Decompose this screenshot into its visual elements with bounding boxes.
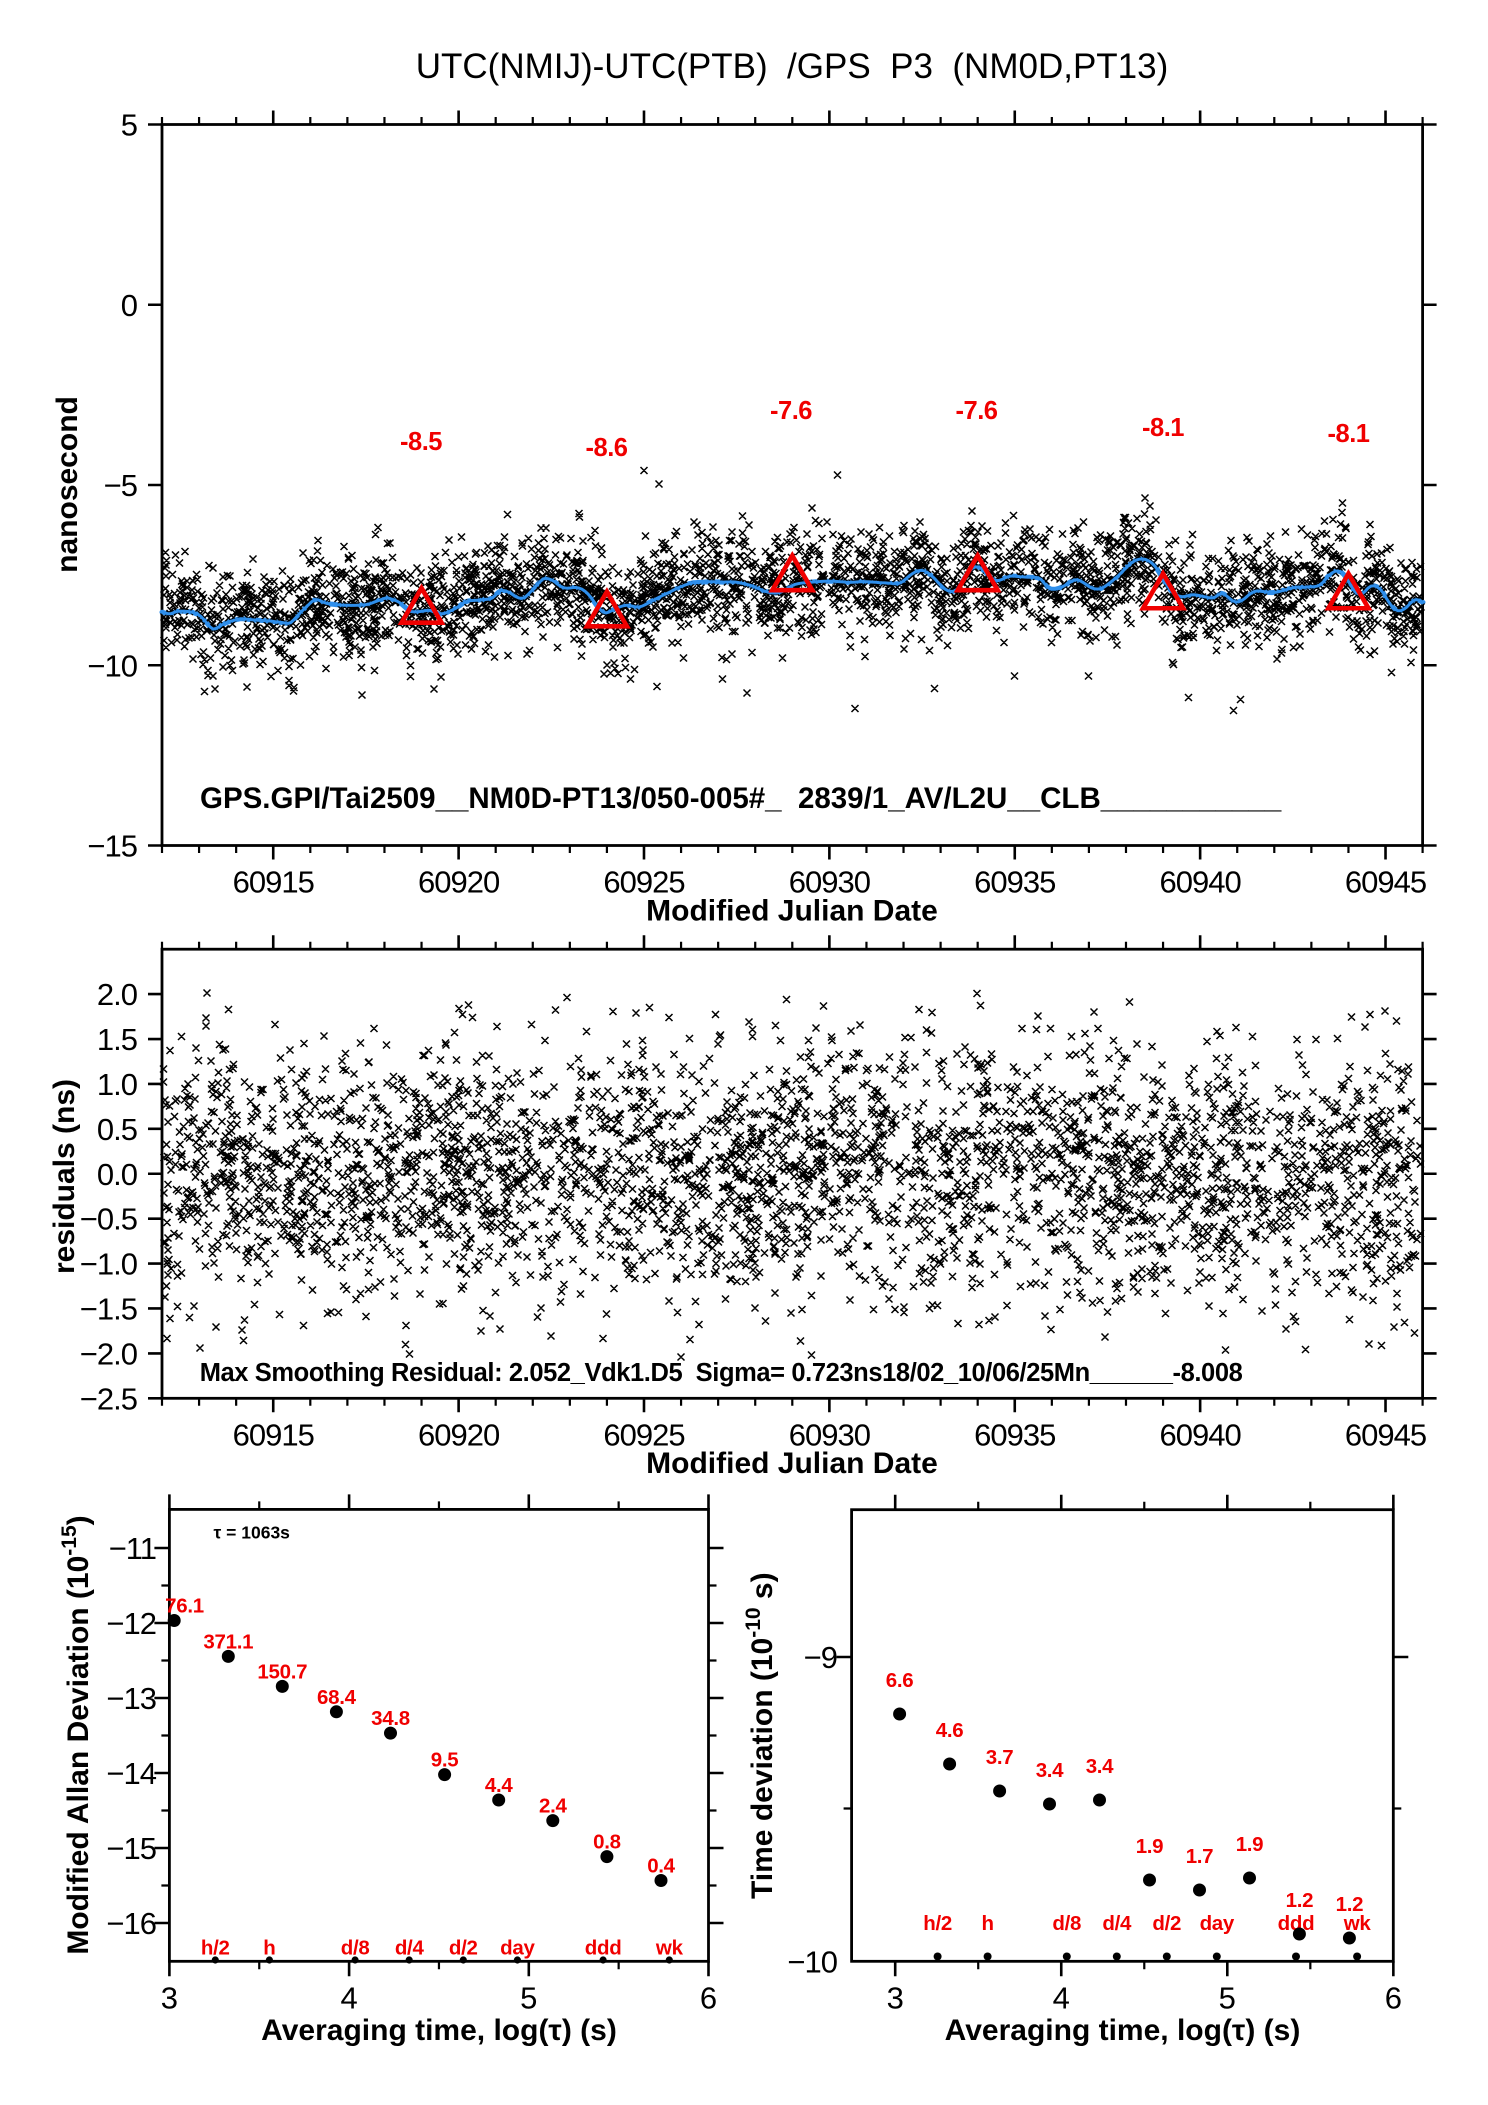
- svg-text:h: h: [981, 1912, 993, 1935]
- svg-text:−5: −5: [104, 468, 137, 503]
- svg-text:0.5: 0.5: [97, 1112, 137, 1147]
- svg-text:3.7: 3.7: [986, 1746, 1014, 1769]
- svg-text:−12: −12: [106, 1606, 156, 1641]
- svg-text:−0.5: −0.5: [80, 1202, 137, 1237]
- svg-text:−1.5: −1.5: [80, 1291, 137, 1326]
- svg-text:60915: 60915: [233, 865, 314, 900]
- svg-text:1.9: 1.9: [1236, 1833, 1264, 1856]
- svg-text:Averaging time, log(τ) (s): Averaging time, log(τ) (s): [945, 2014, 1301, 2047]
- svg-text:60945: 60945: [1345, 865, 1426, 900]
- svg-text:−9: −9: [804, 1640, 837, 1675]
- svg-text:150.7: 150.7: [257, 1660, 307, 1683]
- svg-text:60940: 60940: [1160, 865, 1242, 900]
- svg-text:−10: −10: [87, 648, 137, 683]
- svg-text:−15: −15: [106, 1831, 156, 1866]
- svg-text:residuals (ns): residuals (ns): [48, 1079, 81, 1274]
- svg-text:4: 4: [1053, 1980, 1070, 2015]
- svg-text:1.7: 1.7: [1186, 1845, 1214, 1868]
- svg-text:5: 5: [121, 108, 137, 143]
- svg-text:h/2: h/2: [923, 1912, 952, 1935]
- svg-text:−2.0: −2.0: [80, 1336, 138, 1371]
- svg-text:Modified Julian Date: Modified Julian Date: [646, 1447, 938, 1480]
- svg-text:ddd: ddd: [585, 1937, 622, 1960]
- svg-text:nanosecond: nanosecond: [51, 396, 84, 573]
- svg-text:0.0: 0.0: [97, 1157, 138, 1192]
- svg-text:3.4: 3.4: [1036, 1759, 1064, 1782]
- svg-text:-7.6: -7.6: [956, 397, 998, 425]
- svg-text:1.2: 1.2: [1286, 1889, 1314, 1912]
- svg-text:d/2: d/2: [449, 1937, 478, 1960]
- svg-text:34.8: 34.8: [371, 1707, 410, 1730]
- svg-text:5: 5: [1219, 1980, 1236, 2015]
- svg-text:−11: −11: [109, 1531, 156, 1566]
- svg-text:UTC(NMIJ)-UTC(PTB) /GPS P3: UTC(NMIJ)-UTC(PTB) /GPS P3 (NM0D,PT13): [416, 47, 1169, 86]
- svg-text:4.4: 4.4: [485, 1774, 513, 1797]
- svg-text:3: 3: [887, 1980, 904, 2015]
- svg-text:−2.5: −2.5: [80, 1381, 137, 1416]
- svg-text:60930: 60930: [789, 865, 871, 900]
- svg-text:0: 0: [121, 288, 138, 323]
- svg-text:−1.0: −1.0: [80, 1247, 138, 1282]
- svg-text:-8.1: -8.1: [1142, 414, 1184, 442]
- svg-text:2.4: 2.4: [539, 1795, 567, 1818]
- svg-text:-8.6: -8.6: [586, 434, 628, 462]
- svg-text:wk: wk: [655, 1937, 684, 1960]
- svg-text:1.0: 1.0: [97, 1067, 138, 1102]
- svg-text:2.0: 2.0: [97, 977, 138, 1012]
- svg-text:day: day: [1200, 1912, 1235, 1935]
- svg-text:−10: −10: [787, 1944, 837, 1979]
- svg-text:1.2: 1.2: [1336, 1893, 1364, 1916]
- svg-text:60920: 60920: [418, 865, 500, 900]
- svg-text:wk: wk: [1343, 1912, 1372, 1935]
- svg-text:−14: −14: [106, 1756, 156, 1791]
- svg-text:d/4: d/4: [395, 1937, 425, 1960]
- svg-text:3.4: 3.4: [1086, 1755, 1114, 1778]
- svg-text:−15: −15: [87, 829, 137, 864]
- svg-text:3: 3: [161, 1980, 178, 2015]
- svg-text:60945: 60945: [1345, 1418, 1426, 1453]
- svg-text:60940: 60940: [1160, 1418, 1242, 1453]
- svg-text:GPS.GPI/Tai2509__NM0D-PT13/050: GPS.GPI/Tai2509__NM0D-PT13/050-005#_ 283…: [200, 782, 1282, 815]
- svg-text:-8.1: -8.1: [1328, 420, 1370, 448]
- svg-text:1.9: 1.9: [1136, 1835, 1164, 1858]
- svg-text:ddd: ddd: [1278, 1912, 1315, 1935]
- svg-text:60915: 60915: [233, 1418, 314, 1453]
- svg-text:60930: 60930: [789, 1418, 871, 1453]
- svg-text:60935: 60935: [974, 1418, 1055, 1453]
- svg-text:τ = 1063s: τ = 1063s: [214, 1523, 291, 1543]
- svg-text:h/2: h/2: [201, 1937, 230, 1960]
- svg-text:76.1: 76.1: [165, 1595, 204, 1618]
- svg-text:60935: 60935: [974, 865, 1055, 900]
- svg-text:-8.5: -8.5: [400, 428, 442, 456]
- svg-text:0.4: 0.4: [647, 1855, 675, 1878]
- svg-text:6: 6: [700, 1980, 717, 2015]
- svg-text:6: 6: [1385, 1980, 1402, 2015]
- svg-text:−13: −13: [106, 1681, 156, 1716]
- svg-text:d/4: d/4: [1102, 1912, 1132, 1935]
- svg-text:Modified Allan Deviation (10-1: Modified Allan Deviation (10-15): [58, 1515, 95, 1954]
- svg-text:−16: −16: [106, 1906, 156, 1941]
- svg-text:6.6: 6.6: [886, 1669, 914, 1692]
- svg-text:day: day: [500, 1937, 535, 1960]
- svg-text:68.4: 68.4: [317, 1686, 357, 1709]
- svg-text:60925: 60925: [603, 865, 684, 900]
- svg-text:Averaging time, log(τ) (s): Averaging time, log(τ) (s): [261, 2014, 617, 2047]
- svg-text:4.6: 4.6: [936, 1719, 964, 1742]
- svg-text:9.5: 9.5: [431, 1749, 459, 1772]
- svg-text:-7.6: -7.6: [770, 397, 812, 425]
- svg-text:4: 4: [340, 1980, 357, 2015]
- svg-text:1.5: 1.5: [97, 1022, 137, 1057]
- svg-text:d/8: d/8: [341, 1937, 370, 1960]
- svg-text:d/8: d/8: [1052, 1912, 1081, 1935]
- svg-text:5: 5: [520, 1980, 537, 2015]
- svg-text:371.1: 371.1: [203, 1630, 253, 1653]
- svg-text:Max Smoothing Residual: 2.052_: Max Smoothing Residual: 2.052_Vdk1.D5 Si…: [200, 1359, 1243, 1387]
- svg-text:Modified Julian Date: Modified Julian Date: [646, 894, 938, 927]
- svg-text:d/2: d/2: [1152, 1912, 1181, 1935]
- svg-text:0.8: 0.8: [593, 1831, 621, 1854]
- svg-text:60925: 60925: [603, 1418, 684, 1453]
- svg-text:60920: 60920: [418, 1418, 500, 1453]
- svg-text:h: h: [263, 1937, 275, 1960]
